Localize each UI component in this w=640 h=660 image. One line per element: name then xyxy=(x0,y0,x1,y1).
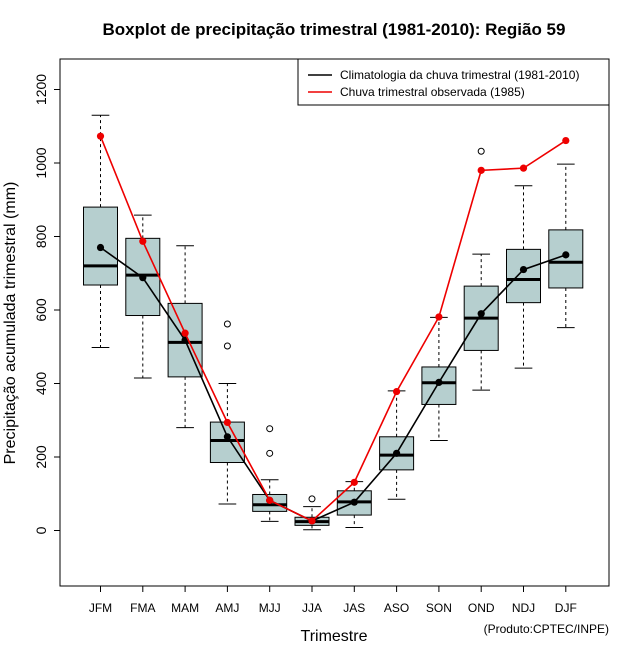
series-point-fma xyxy=(139,274,147,282)
x-tick-label-jas: JAS xyxy=(343,601,365,615)
x-tick-label-fma: FMA xyxy=(130,601,155,615)
y-axis-label: Precipitação acumulada trimestral (mm) xyxy=(2,182,19,465)
y-axis: 0 200 400 600 800 1000 1200 xyxy=(33,74,61,534)
series-observed xyxy=(96,132,570,525)
x-tick-label-mam: MAM xyxy=(171,601,199,615)
box-rect xyxy=(209,421,245,464)
x-tick-label-djf: DJF xyxy=(555,601,577,615)
y-tick-label: 200 xyxy=(33,445,49,469)
series-point-fma xyxy=(139,237,147,245)
outlier-point xyxy=(266,449,274,457)
box-amj xyxy=(209,320,245,505)
outlier-point xyxy=(223,320,231,328)
series-lines xyxy=(96,132,570,525)
series-point-ond xyxy=(477,310,485,318)
y-tick-label: 600 xyxy=(33,298,49,322)
x-axis: JFM FMA MAM AMJ MJJ JJA JAS ASO SON OND NDJ DJF xyxy=(89,586,577,615)
outlier-point xyxy=(223,342,231,350)
series-point-son xyxy=(435,378,443,386)
series-point-jas xyxy=(350,498,358,506)
outlier-point xyxy=(308,495,316,503)
box-jfm xyxy=(83,114,118,348)
x-tick-label-jfm: JFM xyxy=(89,601,112,615)
outlier-point xyxy=(266,425,274,433)
y-tick-label: 800 xyxy=(33,225,49,249)
series-point-aso xyxy=(393,449,401,457)
x-tick-label-aso: ASO xyxy=(384,601,409,615)
x-tick-label-son: SON xyxy=(426,601,452,615)
legend: Climatologia da chuva trimestral (1981-2… xyxy=(297,58,610,106)
series-point-ndj xyxy=(519,265,528,274)
series-point-jfm xyxy=(96,132,105,140)
x-tick-label-ond: OND xyxy=(468,601,495,615)
x-tick-label-amj: AMJ xyxy=(215,601,239,615)
series-point-djf xyxy=(562,136,570,145)
series-point-son xyxy=(435,313,443,321)
y-tick-label: 0 xyxy=(33,526,49,534)
series-point-djf xyxy=(562,251,570,259)
x-tick-label-ndj: NDJ xyxy=(512,601,535,615)
outlier-point xyxy=(477,147,485,155)
box-aso xyxy=(379,390,415,500)
series-point-aso xyxy=(393,387,401,396)
box-ndj xyxy=(506,185,541,369)
series-point-amj xyxy=(223,433,231,441)
series-point-ond xyxy=(477,166,485,174)
credit-text: (Produto:CPTEC/INPE) xyxy=(484,622,609,636)
y-tick-label: 1200 xyxy=(33,74,49,105)
x-tick-label-jja: JJA xyxy=(302,601,322,615)
legend-label-observed: Chuva trimestral observada (1985) xyxy=(340,85,525,99)
boxes-group xyxy=(83,114,584,531)
series-point-jas xyxy=(350,478,358,486)
series-point-mam xyxy=(181,329,189,337)
y-tick-label: 1000 xyxy=(33,147,49,178)
series-point-amj xyxy=(223,418,231,427)
series-point-jfm xyxy=(96,243,105,252)
series-point-jja xyxy=(308,517,316,525)
legend-label-climatology: Climatologia da chuva trimestral (1981-2… xyxy=(340,68,579,82)
x-tick-label-mjj: MJJ xyxy=(259,601,281,615)
y-tick-label: 400 xyxy=(33,372,49,396)
series-point-ndj xyxy=(519,164,528,172)
box-rect xyxy=(506,248,541,304)
series-line xyxy=(100,246,567,522)
box-jja xyxy=(294,495,330,531)
x-axis-label: Trimestre xyxy=(301,628,368,645)
box-ond xyxy=(463,147,499,391)
chart-title: Boxplot de precipitação trimestral (1981… xyxy=(103,20,566,39)
legend-box xyxy=(297,58,610,106)
box-djf xyxy=(548,163,584,329)
series-line xyxy=(99,135,567,522)
series-point-mjj xyxy=(266,496,274,504)
